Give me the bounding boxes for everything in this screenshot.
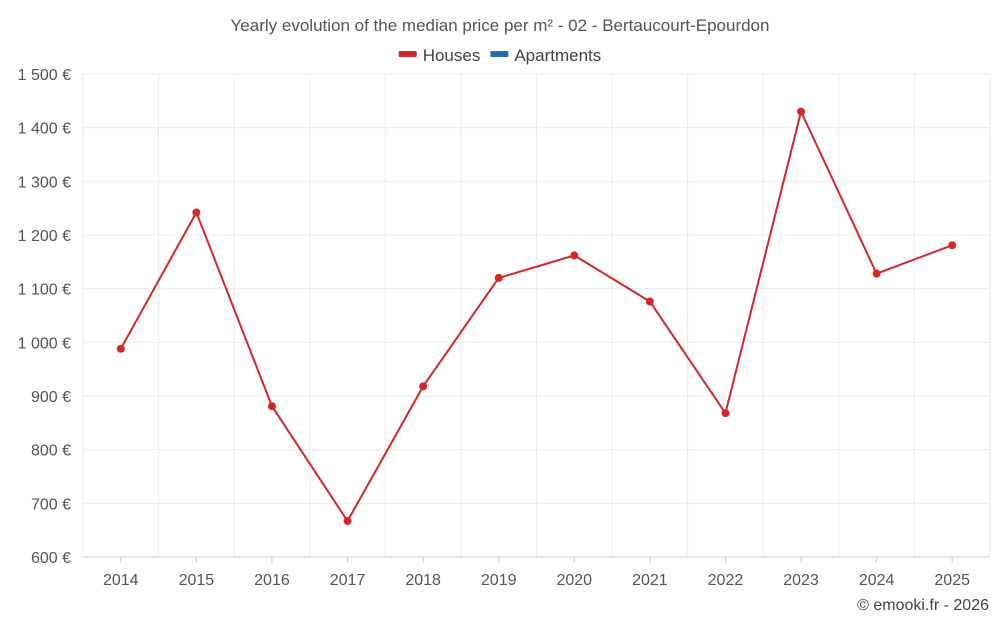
legend-item-apartments[interactable]: Apartments xyxy=(490,46,601,65)
x-tick-label: 2017 xyxy=(330,572,366,589)
legend-swatch xyxy=(398,51,417,57)
x-tick-label: 2018 xyxy=(405,572,441,589)
y-tick-label: 1 100 € xyxy=(18,282,71,299)
data-point-houses-2016[interactable] xyxy=(267,402,276,411)
data-point-houses-2021[interactable] xyxy=(645,297,654,306)
series-layer xyxy=(116,107,957,526)
legend-item-houses[interactable]: Houses xyxy=(398,46,481,65)
legend-label: Apartments xyxy=(514,46,601,65)
data-point-houses-2022[interactable] xyxy=(721,409,730,418)
grid xyxy=(82,73,991,558)
y-tick-label: 1 200 € xyxy=(18,228,71,245)
x-tick-label: 2023 xyxy=(783,572,819,589)
data-point-houses-2020[interactable] xyxy=(570,251,579,260)
y-tick-label: 1 000 € xyxy=(18,335,71,352)
y-tick-label: 1 400 € xyxy=(18,121,71,138)
x-axis: 2014 2015 2016 2017 2018 2019 2020 2021 2022 2023… xyxy=(103,557,970,589)
y-tick-label: 700 € xyxy=(31,496,71,513)
y-tick-label: 800 € xyxy=(31,443,71,460)
y-axis: 600 € 700 € 800 € 900 € 1 000 € 1 100 € 1 200 … xyxy=(18,67,71,567)
legend[interactable]: Houses Apartments xyxy=(398,46,602,65)
x-tick-label: 2024 xyxy=(859,572,895,589)
y-tick-label: 900 € xyxy=(31,389,71,406)
credit-text: © emooki.fr - 2026 xyxy=(857,597,989,614)
x-tick-label: 2021 xyxy=(632,572,668,589)
data-point-houses-2023[interactable] xyxy=(797,107,806,116)
x-tick-label: 2016 xyxy=(254,572,290,589)
data-point-houses-2019[interactable] xyxy=(494,273,503,282)
data-point-houses-2014[interactable] xyxy=(116,344,125,353)
x-tick-label: 2014 xyxy=(103,572,139,589)
x-tick-label: 2022 xyxy=(708,572,744,589)
series-line-houses xyxy=(119,110,953,523)
data-point-houses-2025[interactable] xyxy=(948,241,957,250)
y-tick-label: 1 500 € xyxy=(18,67,71,84)
x-tick-label: 2025 xyxy=(934,572,970,589)
data-point-houses-2017[interactable] xyxy=(343,517,352,526)
x-tick-label: 2020 xyxy=(556,572,592,589)
legend-swatch xyxy=(490,51,509,57)
chart-title: Yearly evolution of the median price per… xyxy=(231,16,770,35)
data-point-houses-2024[interactable] xyxy=(872,269,881,278)
y-tick-label: 1 300 € xyxy=(18,174,71,191)
x-tick-label: 2019 xyxy=(481,572,517,589)
data-point-houses-2015[interactable] xyxy=(192,208,201,217)
y-tick-label: 600 € xyxy=(31,550,71,567)
legend-label: Houses xyxy=(423,46,481,65)
x-tick-label: 2015 xyxy=(179,572,215,589)
data-point-houses-2018[interactable] xyxy=(419,382,428,391)
